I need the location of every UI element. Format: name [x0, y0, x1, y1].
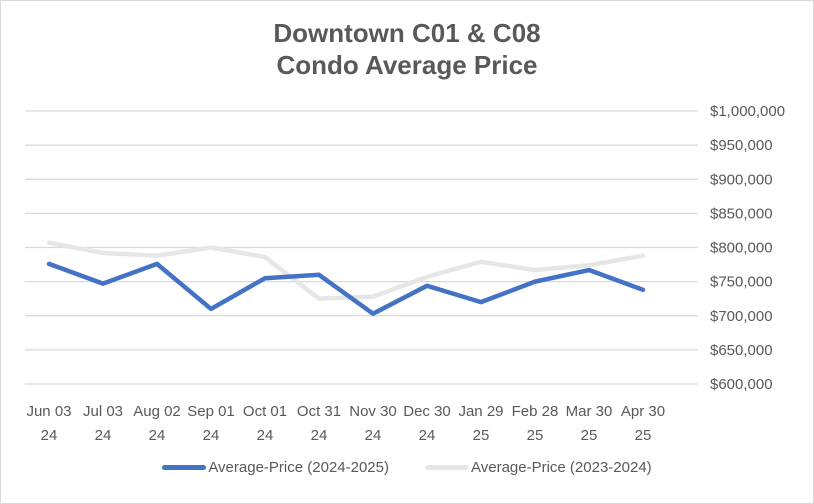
x-tick-label: Jun 03	[26, 403, 71, 420]
x-tick-label-year: 24	[419, 427, 436, 444]
legend-swatch-2023-2024	[425, 465, 469, 470]
x-tick-label: Oct 01	[243, 403, 287, 420]
x-tick-label-year: 24	[41, 427, 58, 444]
y-tick-label: $900,000	[710, 171, 773, 188]
x-tick-label-year: 25	[473, 427, 490, 444]
x-tick-label-year: 24	[365, 427, 382, 444]
gridlines	[25, 110, 698, 385]
legend-label-2023-2024: Average-Price (2023-2024)	[471, 459, 652, 476]
legend: Average-Price (2024-2025) Average-Price …	[1, 459, 813, 476]
y-tick-label: $1,000,000	[710, 103, 785, 120]
x-tick-label: Sep 01	[187, 403, 235, 420]
y-tick-label: $800,000	[710, 240, 773, 257]
y-axis-ticks: $1,000,000 $950,000 $900,000 $850,000 $800,0…	[710, 103, 785, 393]
chart-title: Downtown C01 & C08 Condo Average Price	[1, 17, 813, 81]
x-tick-label: Jul 03	[83, 403, 123, 420]
x-axis-ticks: Jun 03 24 Jul 03 24 Aug 02 24 Sep 01 24 Oct 01 24…	[26, 403, 665, 444]
x-tick-label: Mar 30	[566, 403, 613, 420]
x-tick-label-year: 24	[203, 427, 220, 444]
x-tick-label-year: 24	[257, 427, 274, 444]
x-tick-label: Nov 30	[349, 403, 397, 420]
y-tick-label: $850,000	[710, 205, 773, 222]
x-tick-label: Apr 30	[621, 403, 665, 420]
x-tick-label-year: 24	[311, 427, 328, 444]
x-tick-label-year: 25	[527, 427, 544, 444]
legend-item-2023-2024[interactable]: Average-Price (2023-2024)	[425, 459, 652, 476]
y-tick-label: $950,000	[710, 137, 773, 154]
y-tick-label: $600,000	[710, 376, 773, 393]
x-tick-label: Feb 28	[512, 403, 559, 420]
x-tick-label-year: 24	[95, 427, 112, 444]
chart-title-line-2: Condo Average Price	[276, 50, 538, 80]
x-tick-label: Oct 31	[297, 403, 341, 420]
series-line-2024-2025[interactable]	[46, 261, 646, 316]
x-tick-label: Aug 02	[133, 403, 181, 420]
y-tick-label: $700,000	[710, 308, 773, 325]
series-lines	[46, 240, 646, 316]
x-tick-label-year: 25	[581, 427, 598, 444]
legend-label-2024-2025: Average-Price (2024-2025)	[208, 459, 389, 476]
series-line-2023-2024[interactable]	[46, 240, 646, 301]
legend-item-2024-2025[interactable]: Average-Price (2024-2025)	[162, 459, 389, 476]
y-tick-label: $750,000	[710, 274, 773, 291]
x-tick-label-year: 25	[635, 427, 652, 444]
x-tick-label: Jan 29	[458, 403, 503, 420]
chart-title-line-1: Downtown C01 & C08	[273, 18, 541, 48]
x-tick-label: Dec 30	[403, 403, 451, 420]
x-tick-label-year: 24	[149, 427, 166, 444]
y-tick-label: $650,000	[710, 342, 773, 359]
legend-swatch-2024-2025	[162, 465, 207, 470]
